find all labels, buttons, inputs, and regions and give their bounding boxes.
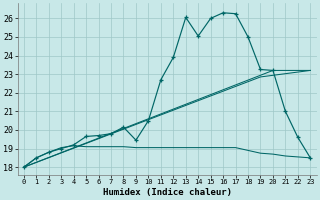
X-axis label: Humidex (Indice chaleur): Humidex (Indice chaleur) (103, 188, 232, 197)
